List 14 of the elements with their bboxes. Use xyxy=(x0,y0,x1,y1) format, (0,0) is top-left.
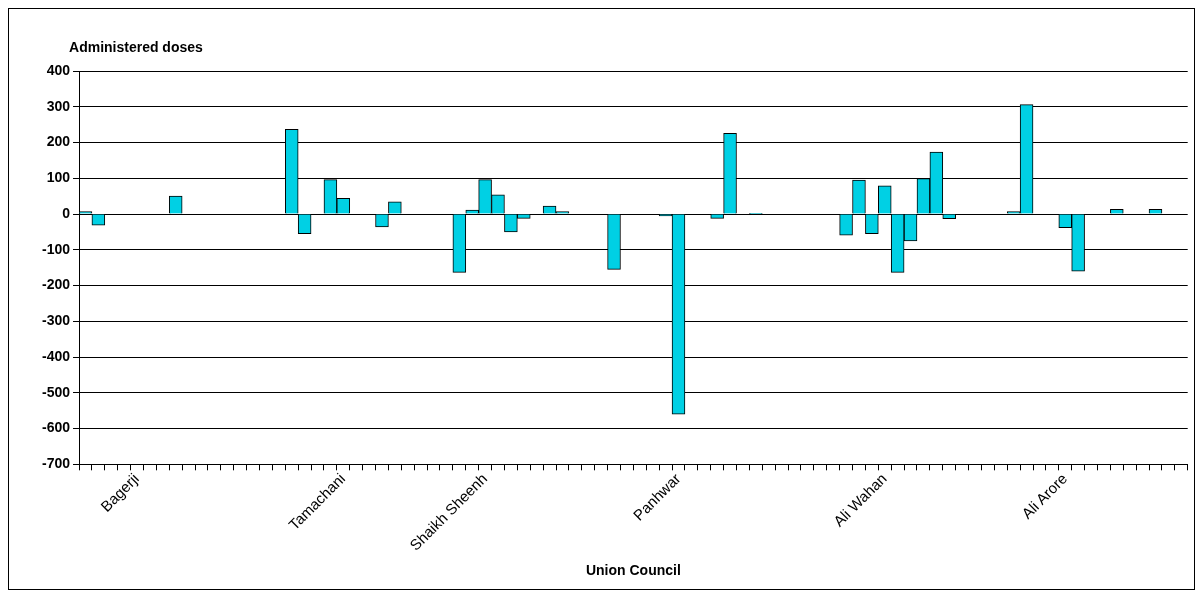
x-axis-title: Union Council xyxy=(585,561,681,578)
y-tick-label: -300 xyxy=(41,312,71,329)
y-tick-label: -400 xyxy=(41,347,71,364)
y-tick-label: -600 xyxy=(41,419,71,436)
y-tick-label: -100 xyxy=(41,240,71,257)
y-axis-title: Administered doses xyxy=(69,38,204,55)
y-tick-label: 0 xyxy=(62,204,71,221)
y-tick-label: -200 xyxy=(41,276,71,293)
y-tick-label: 300 xyxy=(46,97,71,114)
y-tick-label: -700 xyxy=(41,455,71,472)
y-tick-label: 200 xyxy=(46,133,71,150)
y-tick-label: -500 xyxy=(41,383,71,400)
y-tick-label: 100 xyxy=(46,169,71,186)
y-tick-label: 400 xyxy=(46,61,71,78)
